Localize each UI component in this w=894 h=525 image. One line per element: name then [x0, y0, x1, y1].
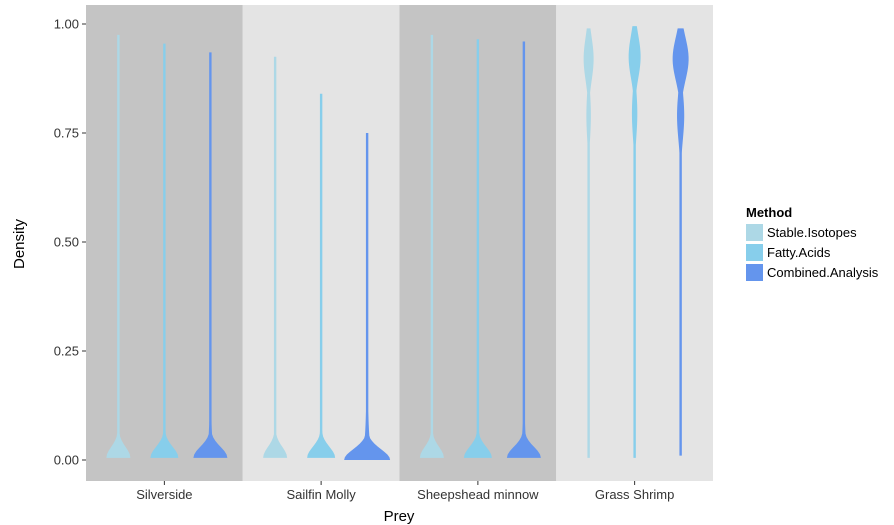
violin-stable-isotopes-1 [263, 56, 288, 458]
violins [106, 26, 689, 460]
violin-combined-analysis-0 [193, 52, 228, 458]
violin-stable-isotopes-2 [419, 34, 444, 458]
violin-fatty-acids-0 [150, 43, 179, 458]
y-axis: 0.00 0.25 0.50 0.75 1.00 [54, 17, 86, 468]
y-tick-label: 1.00 [54, 17, 79, 32]
violin-fatty-acids-3 [628, 26, 641, 458]
violin-combined-analysis-2 [506, 41, 541, 458]
panel-backgrounds [86, 5, 713, 481]
y-tick-label: 0.25 [54, 344, 79, 359]
y-tick-label: 0.75 [54, 126, 79, 141]
x-tick-label: Silverside [136, 487, 192, 502]
violin-combined-analysis-1 [344, 133, 391, 460]
legend-key-combined-analysis [746, 263, 763, 281]
legend-label: Fatty.Acids [767, 244, 831, 260]
y-axis-title: Density [11, 218, 28, 269]
legend-label: Combined.Analysis [767, 264, 879, 280]
x-tick-label: Grass Shrimp [595, 487, 674, 502]
violin-combined-analysis-3 [672, 28, 689, 456]
legend-item-fatty-acids: Fatty.Acids [746, 242, 878, 262]
legend-title: Method [746, 205, 793, 220]
legend-key-fatty-acids [746, 243, 763, 261]
x-tick-label: Sailfin Molly [286, 487, 356, 502]
violin-fatty-acids-2 [463, 39, 492, 458]
x-axis-title: Prey [384, 508, 415, 525]
y-tick-label: 0.00 [54, 453, 79, 468]
violin-stable-isotopes-0 [106, 34, 131, 458]
violin-stable-isotopes-3 [583, 28, 594, 458]
legend-item-stable-isotopes: Stable.Isotopes [746, 222, 878, 242]
x-tick-label: Sheepshead minnow [417, 487, 539, 502]
legend: Method Stable.Isotopes Fatty.Acids Combi… [746, 205, 878, 282]
legend-item-combined-analysis: Combined.Analysis [746, 262, 878, 282]
x-axis: Silverside Sailfin Molly Sheepshead minnow… [136, 481, 674, 502]
violin-fatty-acids-1 [307, 93, 336, 458]
legend-label: Stable.Isotopes [767, 224, 857, 240]
legend-key-stable-isotopes [746, 223, 763, 241]
y-tick-label: 0.50 [54, 235, 79, 250]
